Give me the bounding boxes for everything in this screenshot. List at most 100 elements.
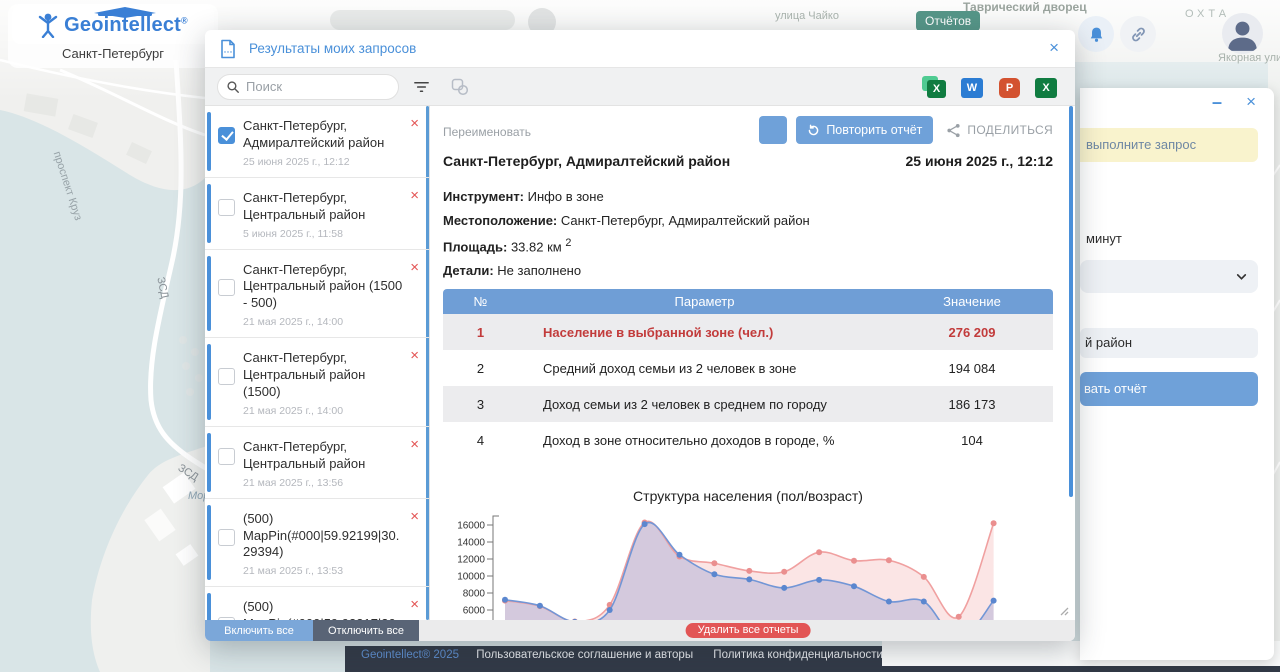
- dialog-bottom-bar: Включить все Отключить все Удалить все о…: [205, 620, 1075, 641]
- repeat-report-button[interactable]: Повторить отчёт: [796, 116, 933, 144]
- list-item[interactable]: (500) MapPin(#000|59.92199|30.29394) 21 …: [205, 499, 429, 588]
- list-item[interactable]: Санкт-Петербург, Центральный район (1500…: [205, 338, 429, 427]
- population-chart: 16000140001200010000800060004000: [443, 508, 1053, 620]
- item-checkbox[interactable]: [218, 529, 235, 546]
- export-excel-button[interactable]: X: [1033, 76, 1057, 98]
- graduation-cap-icon: [92, 7, 158, 19]
- share-button[interactable]: ПОДЕЛИТЬСЯ: [946, 123, 1053, 138]
- svg-text:10000: 10000: [457, 572, 485, 583]
- list-item[interactable]: Санкт-Петербург, Центральный район 5 июн…: [205, 178, 429, 250]
- item-delete-button[interactable]: ×: [410, 348, 419, 363]
- item-title: Санкт-Петербург, Центральный район (1500…: [243, 350, 403, 401]
- item-date: 25 июня 2025 г., 12:12: [243, 156, 403, 168]
- item-title: (500) MapPin(#000|59.93317|30.34183): [243, 599, 403, 620]
- item-delete-button[interactable]: ×: [410, 437, 419, 452]
- table-row: 4Доход в зоне относительно доходов в гор…: [443, 422, 1053, 458]
- item-checkbox[interactable]: [218, 279, 235, 296]
- report-pane: Переименовать Повторить отчёт: [430, 106, 1075, 620]
- search-icon: [226, 80, 240, 94]
- export-word-button[interactable]: W: [959, 76, 983, 98]
- logo-text: Geointellect®: [64, 14, 188, 37]
- list-item[interactable]: (500) MapPin(#000|59.93317|30.34183) 21 …: [205, 587, 429, 620]
- svg-text:16000: 16000: [457, 521, 485, 532]
- share-icon: [946, 123, 961, 138]
- item-checkbox[interactable]: [218, 127, 235, 144]
- disable-all-button[interactable]: Отключить все: [313, 620, 419, 641]
- table-row: 2Средний доход семьи из 2 человек в зоне…: [443, 350, 1053, 386]
- svg-text:12000: 12000: [457, 555, 485, 566]
- item-date: 21 мая 2025 г., 13:56: [243, 477, 403, 489]
- item-delete-button[interactable]: ×: [410, 260, 419, 275]
- report-table-body: 1Население в выбранной зоне (чел.)276 20…: [443, 314, 1053, 458]
- list-item[interactable]: Санкт-Петербург, Центральный район 21 ма…: [205, 427, 429, 499]
- item-accent-bar: [207, 593, 211, 620]
- item-checkbox[interactable]: [218, 368, 235, 385]
- generate-report-button[interactable]: вать отчёт: [1080, 372, 1258, 406]
- item-date: 21 мая 2025 г., 14:00: [243, 405, 403, 417]
- item-title: (500) MapPin(#000|59.92199|30.29394): [243, 511, 403, 562]
- link-icon: [1130, 26, 1147, 43]
- panel-close-button[interactable]: ×: [1246, 92, 1256, 112]
- search-input[interactable]: Поиск: [217, 74, 399, 100]
- filter-button[interactable]: [413, 79, 430, 95]
- avatar-silhouette-icon: [1222, 13, 1263, 54]
- dialog-scrollbar[interactable]: [1069, 106, 1073, 497]
- footer-terms-link[interactable]: Пользовательское соглашение и авторы: [476, 649, 693, 661]
- svg-text:6000: 6000: [463, 606, 486, 617]
- notifications-button[interactable]: [1078, 16, 1114, 52]
- item-title: Санкт-Петербург, Центральный район: [243, 439, 403, 473]
- report-fields: Инструмент: Инфо в зоне Местоположение: …: [443, 189, 1053, 278]
- search-toolbar: Поиск X W P: [205, 67, 1075, 106]
- chart-title: Структура населения (пол/возраст): [443, 488, 1053, 504]
- footer-privacy-link[interactable]: Политика конфиденциальности: [713, 649, 883, 661]
- rename-button[interactable]: Переименовать: [443, 125, 531, 139]
- dialog-header: Результаты моих запросов ×: [205, 30, 1075, 67]
- minutes-label: минут: [1086, 231, 1122, 246]
- delete-all-reports-button[interactable]: Удалить все отчеты: [686, 623, 811, 638]
- export-excel-copy-button[interactable]: X: [922, 76, 946, 98]
- dialog-close-button[interactable]: ×: [1049, 38, 1059, 58]
- copy-results-button[interactable]: [450, 77, 469, 96]
- panel-minimize-button[interactable]: –: [1212, 92, 1222, 113]
- background-search-bar[interactable]: [330, 10, 515, 30]
- report-action-button[interactable]: [759, 116, 787, 144]
- list-item[interactable]: Санкт-Петербург, Адмиралтейский район 25…: [205, 106, 429, 178]
- item-delete-button[interactable]: ×: [410, 509, 419, 524]
- panel-notice: выполните запрос: [1080, 128, 1258, 162]
- share-link-button[interactable]: [1120, 16, 1156, 52]
- logo-person-icon: [38, 12, 58, 38]
- table-row: 3Доход семьи из 2 человек в среднем по г…: [443, 386, 1053, 422]
- item-checkbox[interactable]: [218, 199, 235, 216]
- reports-badge[interactable]: Отчётов: [916, 11, 980, 31]
- search-placeholder: Поиск: [246, 79, 282, 94]
- svg-text:14000: 14000: [457, 538, 485, 549]
- item-delete-button[interactable]: ×: [410, 116, 419, 131]
- document-icon: [219, 39, 237, 59]
- table-row: 1Население в выбранной зоне (чел.)276 20…: [443, 314, 1053, 350]
- item-delete-button[interactable]: ×: [410, 188, 419, 203]
- item-date: 21 мая 2025 г., 13:53: [243, 565, 403, 577]
- dialog-title: Результаты моих запросов: [249, 41, 416, 56]
- export-powerpoint-button[interactable]: P: [996, 76, 1020, 98]
- item-accent-bar: [207, 184, 211, 243]
- bell-icon: [1088, 26, 1105, 43]
- footer-brand-link[interactable]: Geointellect® 2025: [361, 649, 459, 661]
- item-delete-button[interactable]: ×: [410, 597, 419, 612]
- logo-card: Geointellect® Санкт-Петербург: [8, 4, 218, 68]
- panel-dropdown[interactable]: [1080, 260, 1258, 293]
- refresh-icon: [807, 124, 820, 137]
- enable-all-button[interactable]: Включить все: [205, 620, 313, 641]
- app-root: проспект Круз ЗСД ЗСД Морс улица Чайко Т…: [0, 0, 1280, 672]
- resize-grip-icon[interactable]: [1060, 607, 1069, 616]
- item-title: Санкт-Петербург, Центральный район: [243, 190, 403, 224]
- item-accent-bar: [207, 433, 211, 492]
- query-tool-panel: – × выполните запрос минут й район вать …: [1080, 88, 1274, 660]
- item-date: 5 июня 2025 г., 11:58: [243, 228, 403, 240]
- district-input[interactable]: й район: [1080, 328, 1258, 358]
- item-checkbox[interactable]: [218, 448, 235, 465]
- user-avatar[interactable]: [1222, 13, 1263, 54]
- list-item[interactable]: Санкт-Петербург, Центральный район (1500…: [205, 250, 429, 339]
- item-accent-bar: [207, 505, 211, 581]
- item-accent-bar: [207, 344, 211, 420]
- item-title: Санкт-Петербург, Адмиралтейский район: [243, 118, 403, 152]
